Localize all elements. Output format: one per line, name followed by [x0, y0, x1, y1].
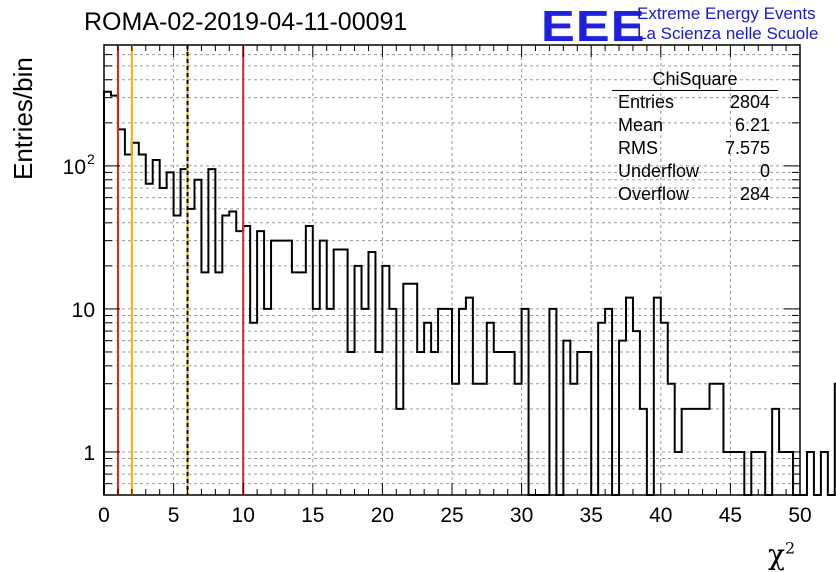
chart-title: ROMA-02-2019-04-11-00091 — [84, 8, 408, 36]
stats-row-overflow: Overflow 284 — [612, 183, 778, 206]
stats-label: Overflow — [618, 184, 690, 204]
x-tick-label: 40 — [649, 504, 672, 527]
x-tick-label: 10 — [232, 504, 255, 527]
logo-line-2: La Scienza nelle Scuole — [637, 24, 819, 43]
stats-row-underflow: Underflow 0 — [612, 160, 778, 183]
stats-label: RMS — [618, 138, 658, 158]
stats-row-mean: Mean 6.21 — [612, 114, 778, 137]
reference-lines — [116, 45, 245, 495]
y-tick-label: 10 — [63, 156, 86, 179]
x-tick-label: 25 — [440, 504, 463, 527]
stats-value: 0 — [759, 161, 770, 181]
y-tick-label: 1 — [83, 442, 95, 465]
stats-row-entries: Entries 2804 — [612, 91, 778, 114]
stats-row-rms: RMS 7.575 — [612, 137, 778, 160]
stats-label: Underflow — [618, 161, 700, 181]
x-tick-label: 35 — [580, 504, 603, 527]
x-axis-label: χ2 — [768, 538, 796, 571]
y-tick-label: 10 — [72, 299, 95, 322]
eee-logo: EEE — [541, 2, 646, 51]
x-tick-label: 5 — [168, 504, 180, 527]
stats-value: 6.21 — [734, 115, 770, 135]
stats-value: 2804 — [729, 92, 770, 112]
stats-title: ChiSquare — [612, 68, 778, 91]
x-tick-label: 45 — [719, 504, 742, 527]
y-axis-label: Entries/bin — [8, 57, 38, 180]
stats-value: 284 — [739, 184, 770, 204]
stats-value: 7.575 — [724, 138, 770, 158]
stats-label: Entries — [618, 92, 675, 112]
stats-label: Mean — [618, 115, 664, 135]
x-tick-label: 15 — [301, 504, 324, 527]
y-tick-label-exponent: 2 — [87, 151, 95, 167]
x-tick-label: 30 — [510, 504, 533, 527]
logo-line-1: Extreme Energy Events — [637, 4, 816, 23]
x-tick-label: 20 — [371, 504, 394, 527]
x-tick-label: 0 — [98, 504, 110, 527]
stats-box: ChiSquare Entries 2804 Mean 6.21 RMS 7.575 … — [612, 68, 778, 206]
x-tick-label: 50 — [788, 504, 811, 527]
